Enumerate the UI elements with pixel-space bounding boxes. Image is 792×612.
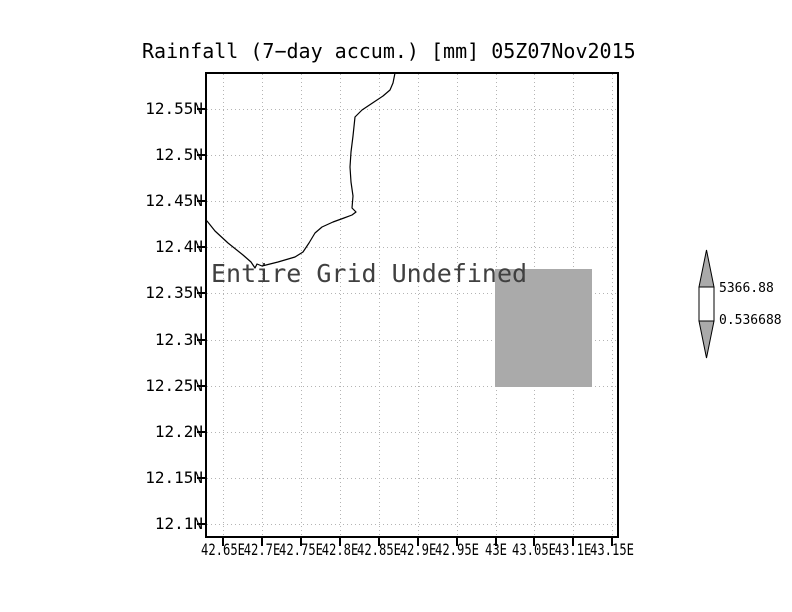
axis-tick [417,538,419,546]
grid-line-horizontal [207,293,617,294]
axis-tick [197,108,205,110]
lon-tick-label: 42.8E [321,540,359,559]
grid-line-horizontal [207,109,617,110]
undefined-grid-notice: Entire Grid Undefined [211,259,528,288]
grid-line-horizontal [207,432,617,433]
lat-tick-label: 12.1N [154,514,203,533]
grid-line-horizontal [207,386,617,387]
axis-tick [495,538,497,546]
axis-tick [261,538,263,546]
grid-line-horizontal [207,478,617,479]
axis-tick [378,538,380,546]
lat-tick-label: 12.4N [154,237,203,256]
colorbar-max-label: 5366.88 [719,281,774,296]
axis-tick [197,431,205,433]
grid-line-vertical [301,74,302,535]
axis-tick [300,538,302,546]
axis-tick [197,200,205,202]
lat-tick-label: 12.5N [154,145,203,164]
missing-data-region [495,269,592,387]
lat-tick-label: 12.25N [145,376,203,395]
axis-tick [197,246,205,248]
lon-tick-label: 43E [485,540,507,559]
axis-tick [339,538,341,546]
lon-tick-label: 42.75E [279,540,323,559]
axis-tick [197,292,205,294]
lat-tick-label: 12.55N [145,99,203,118]
axis-tick [197,154,205,156]
grid-line-horizontal [207,247,617,248]
lon-tick-label: 43.15E [590,540,634,559]
grid-line-horizontal [207,155,617,156]
axis-tick [197,339,205,341]
chart-title: Rainfall (7−day accum.) [mm] 05Z07Nov201… [142,39,636,63]
lon-tick-label: 43.05E [512,540,556,559]
lat-tick-label: 12.2N [154,422,203,441]
grid-line-vertical [340,74,341,535]
lon-tick-label: 42.7E [243,540,281,559]
lon-tick-label: 43.1E [554,540,592,559]
colorbar [698,249,715,359]
axis-tick [456,538,458,546]
colorbar-top-arrow [698,249,715,288]
colorbar-min-label: 0.536688 [719,313,782,328]
grid-line-vertical [379,74,380,535]
lat-tick-label: 12.15N [145,468,203,487]
lon-tick-label: 42.9E [399,540,437,559]
lat-tick-label: 12.3N [154,330,203,349]
lat-tick-label: 12.45N [145,191,203,210]
axis-tick [222,538,224,546]
colorbar-box [698,286,715,322]
grid-line-vertical [418,74,419,535]
axis-tick [197,523,205,525]
plot-frame [205,72,619,538]
grid-line-horizontal [207,201,617,202]
lat-tick-label: 12.35N [145,283,203,302]
lon-tick-label: 42.95E [435,540,479,559]
axis-tick [611,538,613,546]
axis-tick [572,538,574,546]
axis-tick [533,538,535,546]
grid-line-vertical [262,74,263,535]
grid-line-horizontal [207,524,617,525]
axis-tick [197,385,205,387]
lon-tick-label: 42.85E [357,540,401,559]
grid-line-vertical [457,74,458,535]
lon-tick-label: 42.65E [201,540,245,559]
colorbar-bottom-arrow [698,320,715,359]
grid-line-horizontal [207,340,617,341]
grid-line-vertical [612,74,613,535]
axis-tick [197,477,205,479]
grid-line-vertical [223,74,224,535]
